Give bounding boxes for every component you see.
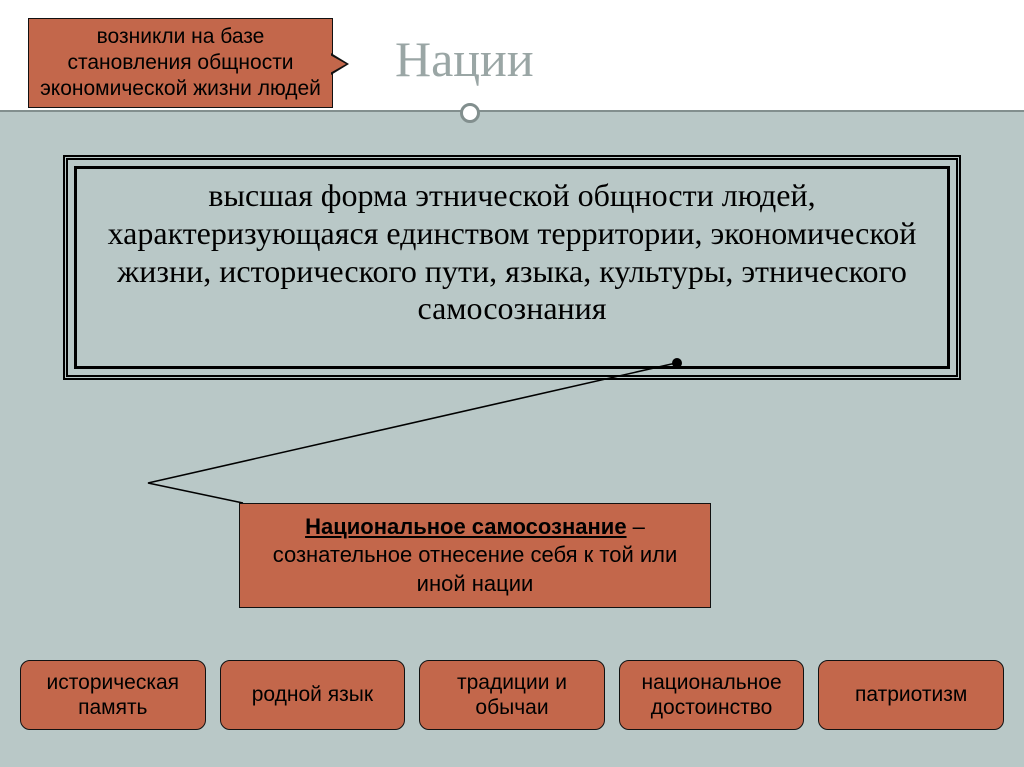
- header-divider: [0, 110, 1024, 112]
- definition-text: высшая форма этнической общности людей, …: [89, 177, 935, 328]
- pill-patriotism: патриотизм: [818, 660, 1004, 730]
- pill-traditions: традиции и обычаи: [419, 660, 605, 730]
- divider-ornament-icon: [460, 103, 480, 123]
- pill-label: традиции и обычаи: [426, 670, 598, 720]
- self-awareness-box: Национальное самосознание – сознательное…: [239, 503, 711, 608]
- self-awareness-term: Национальное самосознание: [305, 514, 626, 539]
- page-title: Нации: [395, 30, 534, 88]
- self-awareness-desc: сознательное отнесение себя к той или ин…: [273, 542, 678, 596]
- definition-frame: высшая форма этнической общности людей, …: [63, 155, 961, 380]
- pill-historical-memory: историческая память: [20, 660, 206, 730]
- origin-callout: возникли на базе становления общности эк…: [28, 18, 333, 108]
- pill-label: патриотизм: [855, 682, 967, 707]
- definition-box: высшая форма этнической общности людей, …: [74, 166, 950, 369]
- pill-label: национальное достоинство: [626, 670, 798, 720]
- pill-label: родной язык: [252, 682, 373, 707]
- pill-national-dignity: национальное достоинство: [619, 660, 805, 730]
- pill-label: историческая память: [27, 670, 199, 720]
- pill-native-language: родной язык: [220, 660, 406, 730]
- dash: –: [627, 514, 645, 539]
- self-awareness-text: Национальное самосознание – сознательное…: [270, 513, 680, 599]
- components-row: историческая память родной язык традиции…: [20, 660, 1004, 730]
- origin-callout-text: возникли на базе становления общности эк…: [37, 24, 324, 103]
